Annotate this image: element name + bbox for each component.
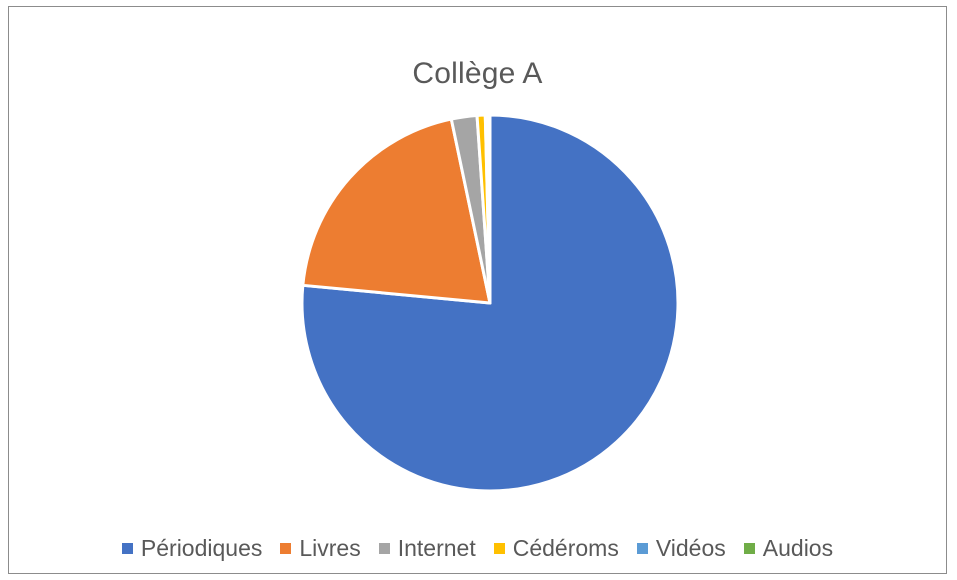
legend-label: Livres	[299, 535, 361, 561]
chart-frame: Collège A Périodiques Livres Internet Cédér…	[8, 6, 947, 574]
legend-label: Vidéos	[655, 535, 726, 561]
legend-item-audios: Audios	[743, 535, 834, 562]
legend-item-livres: Livres	[280, 535, 361, 562]
legend-swatch	[493, 543, 505, 554]
legend-label: Cédéroms	[512, 535, 619, 561]
pie-slice-audios	[486, 113, 492, 305]
chart-title: Collège A	[412, 57, 543, 90]
legend-item-videos: Vidéos	[636, 535, 726, 562]
pie-chart	[300, 113, 680, 493]
legend-item-cederoms: Cédéroms	[493, 535, 619, 562]
pie-slice-livres	[301, 117, 492, 305]
legend-item-internet: Internet	[378, 535, 476, 562]
chart-legend: Périodiques Livres Internet Cédéroms Vidéos A…	[9, 535, 946, 562]
legend-swatch	[743, 543, 755, 554]
legend-swatch	[636, 543, 648, 554]
legend-item-periodiques: Périodiques	[121, 535, 263, 562]
legend-swatch	[280, 543, 292, 554]
legend-label: Audios	[762, 535, 834, 561]
legend-swatch	[378, 543, 390, 554]
legend-swatch	[121, 543, 133, 554]
legend-label: Périodiques	[140, 535, 263, 561]
legend-label: Internet	[397, 535, 476, 561]
